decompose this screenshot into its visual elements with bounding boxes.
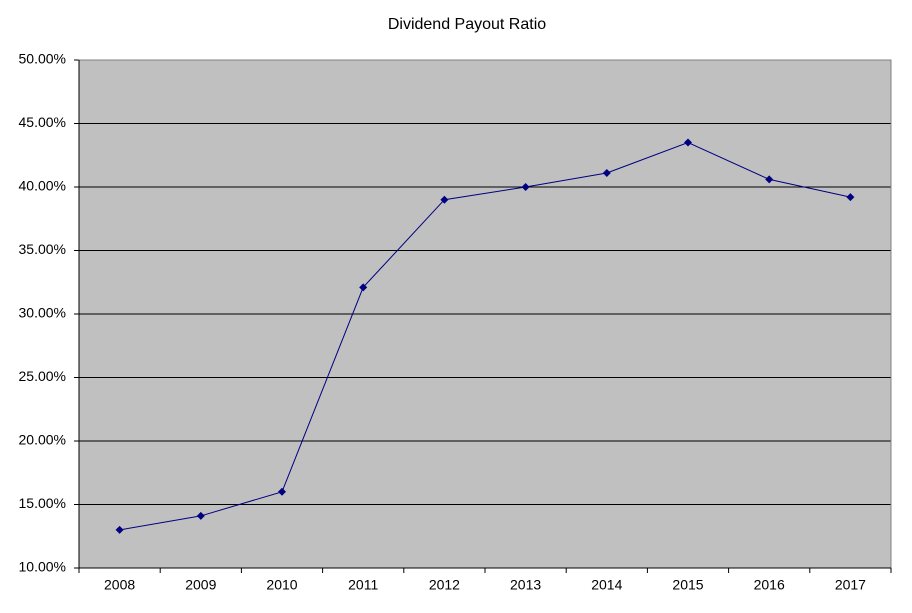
y-tick-label: 30.00% bbox=[19, 305, 66, 321]
y-tick-label: 50.00% bbox=[19, 51, 66, 67]
marker bbox=[359, 283, 368, 292]
x-tick-label: 2016 bbox=[754, 577, 785, 593]
x-tick-label: 2010 bbox=[266, 577, 297, 593]
x-tick-label: 2017 bbox=[835, 577, 866, 593]
y-tick-label: 25.00% bbox=[19, 368, 66, 384]
y-tick-label: 40.00% bbox=[19, 178, 66, 194]
marker bbox=[684, 138, 692, 147]
marker bbox=[115, 525, 124, 534]
marker bbox=[521, 183, 530, 191]
x-tick-label: 2013 bbox=[510, 577, 541, 593]
y-tick-label: 45.00% bbox=[19, 114, 66, 130]
x-tick-label: 2008 bbox=[104, 577, 135, 593]
x-tick-label: 2015 bbox=[672, 577, 703, 593]
marker bbox=[440, 195, 449, 204]
y-tick-label: 15.00% bbox=[19, 495, 66, 511]
marker bbox=[846, 193, 855, 202]
y-tick-label: 20.00% bbox=[19, 432, 66, 448]
x-tick-label: 2011 bbox=[348, 577, 378, 593]
y-tick-label: 10.00% bbox=[19, 559, 66, 575]
marker bbox=[278, 487, 286, 496]
marker bbox=[196, 511, 205, 520]
marker bbox=[602, 169, 611, 178]
marker bbox=[765, 175, 774, 184]
x-tick-label: 2009 bbox=[185, 577, 216, 593]
x-tick-label: 2012 bbox=[429, 577, 460, 593]
y-tick-label: 35.00% bbox=[19, 241, 66, 257]
line bbox=[119, 142, 851, 531]
chart-title: Dividend Payout Ratio bbox=[388, 16, 546, 33]
x-tick-label: 2014 bbox=[591, 577, 622, 593]
